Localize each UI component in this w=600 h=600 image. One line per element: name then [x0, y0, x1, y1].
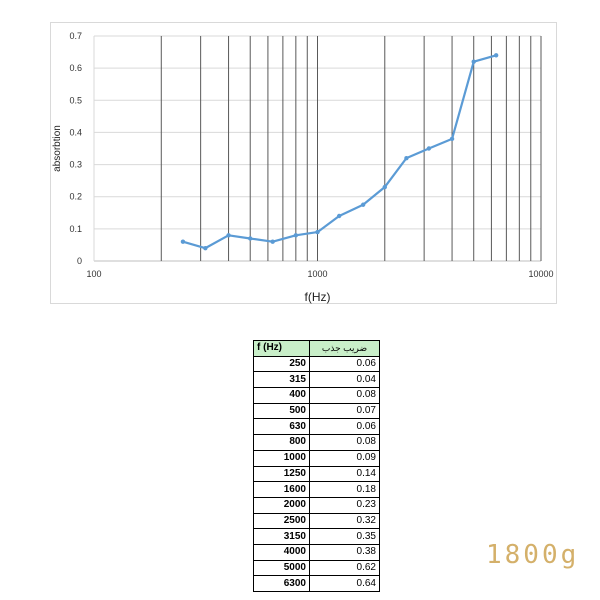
table-row: 400 0.08	[253, 387, 380, 404]
data-point	[426, 146, 432, 151]
x-tick-label: 100	[86, 269, 101, 279]
cell-frequency: 1250	[253, 465, 310, 483]
data-point	[493, 53, 499, 58]
table-row: 6300 0.64	[253, 575, 380, 592]
cell-absorption: 0.62	[309, 559, 380, 577]
series-line	[181, 54, 498, 250]
table-row: 2500 0.32	[253, 512, 380, 530]
y-axis-title: absorbtion	[52, 125, 63, 172]
data-point	[315, 229, 320, 235]
x-axis-title: f(Hz)	[305, 290, 331, 304]
table-row: 500 0.07	[253, 402, 380, 420]
cell-absorption: 0.08	[309, 434, 380, 451]
table-body: 250 0.06 315 0.04 400 0.08 500 0.07 630 0.06 800 0.…	[253, 355, 380, 592]
cell-frequency: 315	[253, 371, 310, 389]
cell-absorption: 0.14	[309, 465, 380, 483]
cell-frequency: 2500	[253, 512, 310, 530]
table-row: 4000 0.38	[253, 543, 380, 561]
cell-frequency: 4000	[253, 543, 310, 561]
cell-frequency: 400	[253, 387, 310, 404]
header-frequency: f (Hz)	[253, 340, 310, 357]
cell-frequency: 1000	[253, 449, 310, 467]
cell-frequency: 630	[253, 418, 310, 436]
cell-absorption: 0.32	[309, 512, 380, 530]
y-tick-label: 0.5	[69, 95, 82, 105]
table-row: 2000 0.23	[253, 496, 380, 514]
cell-absorption: 0.07	[309, 402, 380, 420]
cell-frequency: 5000	[253, 559, 310, 577]
data-point	[336, 213, 342, 219]
data-point	[382, 184, 387, 190]
table-row: 250 0.06	[253, 355, 380, 373]
y-tick-label: 0.1	[69, 224, 82, 234]
data-point	[270, 239, 275, 244]
cell-absorption: 0.04	[309, 371, 380, 389]
cell-absorption: 0.35	[309, 528, 380, 545]
table-row: 630 0.06	[253, 418, 380, 436]
cell-frequency: 500	[253, 402, 310, 420]
table-header-row: f (Hz) ضریب جذب	[253, 340, 380, 357]
cell-absorption: 0.18	[309, 481, 380, 498]
x-tick-label: 1000	[307, 269, 327, 279]
cell-absorption: 0.38	[309, 543, 380, 561]
cell-absorption: 0.06	[309, 355, 380, 373]
cell-absorption: 0.64	[309, 575, 380, 592]
y-tick-label: 0.2	[69, 192, 82, 202]
header-absorption: ضریب جذب	[309, 340, 380, 357]
table-row: 1250 0.14	[253, 465, 380, 483]
y-tick-label: 0	[77, 256, 82, 266]
y-tick-label: 0.6	[69, 63, 82, 73]
data-point	[360, 202, 366, 207]
cell-frequency: 6300	[253, 575, 310, 592]
cell-frequency: 250	[253, 355, 310, 373]
cell-absorption: 0.23	[309, 496, 380, 514]
table-row: 315 0.04	[253, 371, 380, 389]
watermark: 1800g	[486, 540, 580, 570]
table-row: 3150 0.35	[253, 528, 380, 545]
y-tick-label: 0.3	[69, 160, 82, 170]
data-point	[180, 239, 186, 244]
data-table: f (Hz) ضریب جذب 250 0.06 315 0.04 400 0.08 500…	[253, 340, 380, 592]
y-tick-label: 0.4	[69, 127, 82, 137]
y-tick-label: 0.7	[69, 31, 82, 41]
chart-frame: 0 0.1 0.2 0.3 0.4 0.5 0.6 0.7 100 1000 10000 f(Hz) a…	[50, 22, 557, 304]
cell-frequency: 2000	[253, 496, 310, 514]
x-tick-label: 10000	[528, 269, 553, 279]
data-point	[293, 233, 299, 238]
data-point	[248, 236, 253, 241]
table-row: 5000 0.62	[253, 559, 380, 577]
cell-absorption: 0.06	[309, 418, 380, 436]
cell-absorption: 0.09	[309, 449, 380, 467]
table-row: 1600 0.18	[253, 481, 380, 498]
cell-absorption: 0.08	[309, 387, 380, 404]
cell-frequency: 1600	[253, 481, 310, 498]
data-point	[203, 245, 208, 251]
data-point	[404, 155, 409, 161]
absorption-chart: 0 0.1 0.2 0.3 0.4 0.5 0.6 0.7 100 1000 10000 f(Hz) a…	[52, 31, 554, 304]
data-point	[226, 233, 231, 238]
data-point	[471, 59, 476, 64]
table-row: 800 0.08	[253, 434, 380, 451]
cell-frequency: 3150	[253, 528, 310, 545]
cell-frequency: 800	[253, 434, 310, 451]
data-point	[449, 136, 455, 142]
table-row: 1000 0.09	[253, 449, 380, 467]
